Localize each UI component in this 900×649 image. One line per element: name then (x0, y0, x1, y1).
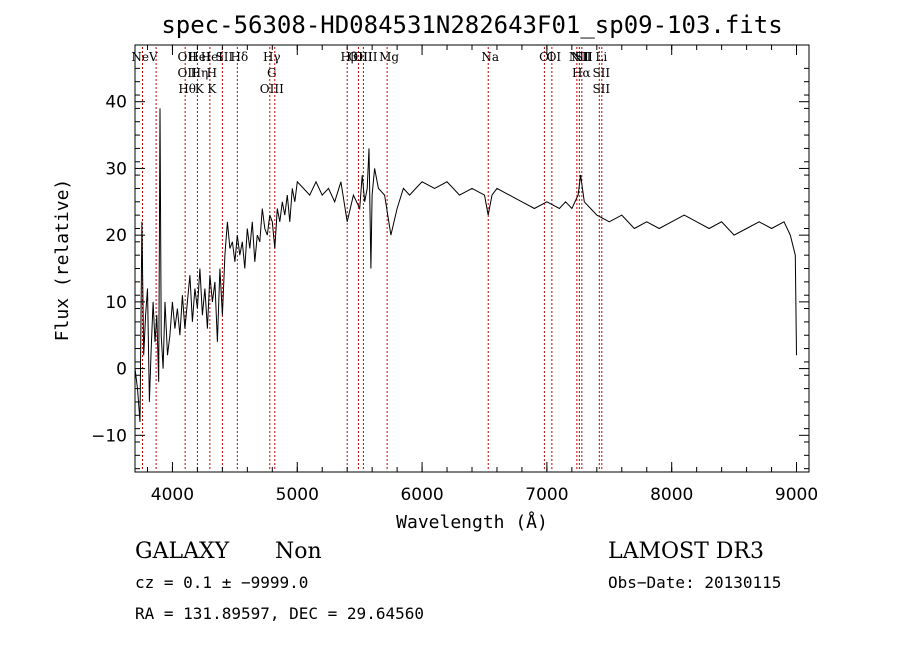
y-axis-label: Flux (relative) (52, 179, 73, 342)
line-marker-label: Hδ (230, 50, 248, 64)
line-marker-label: OIII (353, 50, 377, 64)
x-tick-label: 8000 (650, 485, 693, 505)
line-marker-label: Hγ (263, 50, 281, 64)
line-marker-label: SII (575, 50, 593, 64)
line-marker-label: Mg (379, 50, 399, 64)
x-tick-label: 4000 (151, 485, 194, 505)
x-axis-label: Wavelength (Å) (396, 511, 548, 533)
obs-date: Obs−Date: 20130115 (608, 573, 781, 592)
x-tick-label: 5000 (276, 485, 319, 505)
y-tick-label: −10 (91, 426, 127, 446)
x-tick-label: 9000 (775, 485, 818, 505)
line-marker-label: OIII (260, 82, 284, 96)
y-tick-label: 30 (105, 159, 127, 179)
line-marker-label: SII (216, 50, 234, 64)
object-subclass: Non (275, 539, 322, 564)
line-marker-label: Hη (191, 66, 209, 80)
y-tick-label: 0 (116, 360, 127, 380)
spectrum-series (134, 108, 797, 423)
spectrum-line (134, 108, 797, 423)
chart-title: spec-56308-HD084531N282643F01_sp09-103.f… (161, 11, 782, 39)
line-marker-label: OIII (348, 50, 372, 64)
y-tick-label: 40 (105, 93, 127, 113)
line-marker-label: Na (481, 50, 499, 64)
line-marker-label: H (207, 66, 217, 80)
survey-label: LAMOST DR3 (608, 539, 764, 564)
axis-ticks: 4000 5000 6000 7000 8000 9000 −10 0 10 20 30 40 (91, 45, 818, 505)
line-marker-label: G (267, 66, 277, 80)
line-marker-label: HeI (201, 50, 224, 64)
x-tick-label: 6000 (400, 485, 443, 505)
line-marker-label: NeV (131, 50, 158, 64)
coordinates: RA = 131.89597, DEC = 29.64560 (135, 604, 424, 623)
y-tick-label: 10 (105, 293, 127, 313)
plot-frame (134, 44, 810, 473)
y-tick-label: 20 (105, 226, 127, 246)
x-tick-label: 7000 (525, 485, 568, 505)
line-marker-label: OII (178, 50, 198, 64)
line-marker-label: Hβ (340, 50, 357, 64)
line-marker-label: K (195, 82, 205, 96)
line-marker-label: HeI (188, 50, 211, 64)
line-marker-label: K (207, 82, 217, 96)
line-marker-label: OI (539, 50, 554, 64)
redshift-info: cz = 0.1 ± −9999.0 (135, 573, 308, 592)
object-class: GALAXY (135, 539, 230, 564)
line-marker-label: Hθ (178, 82, 196, 96)
line-marker-label: OII (178, 66, 198, 80)
line-marker-label: OI (547, 50, 562, 64)
